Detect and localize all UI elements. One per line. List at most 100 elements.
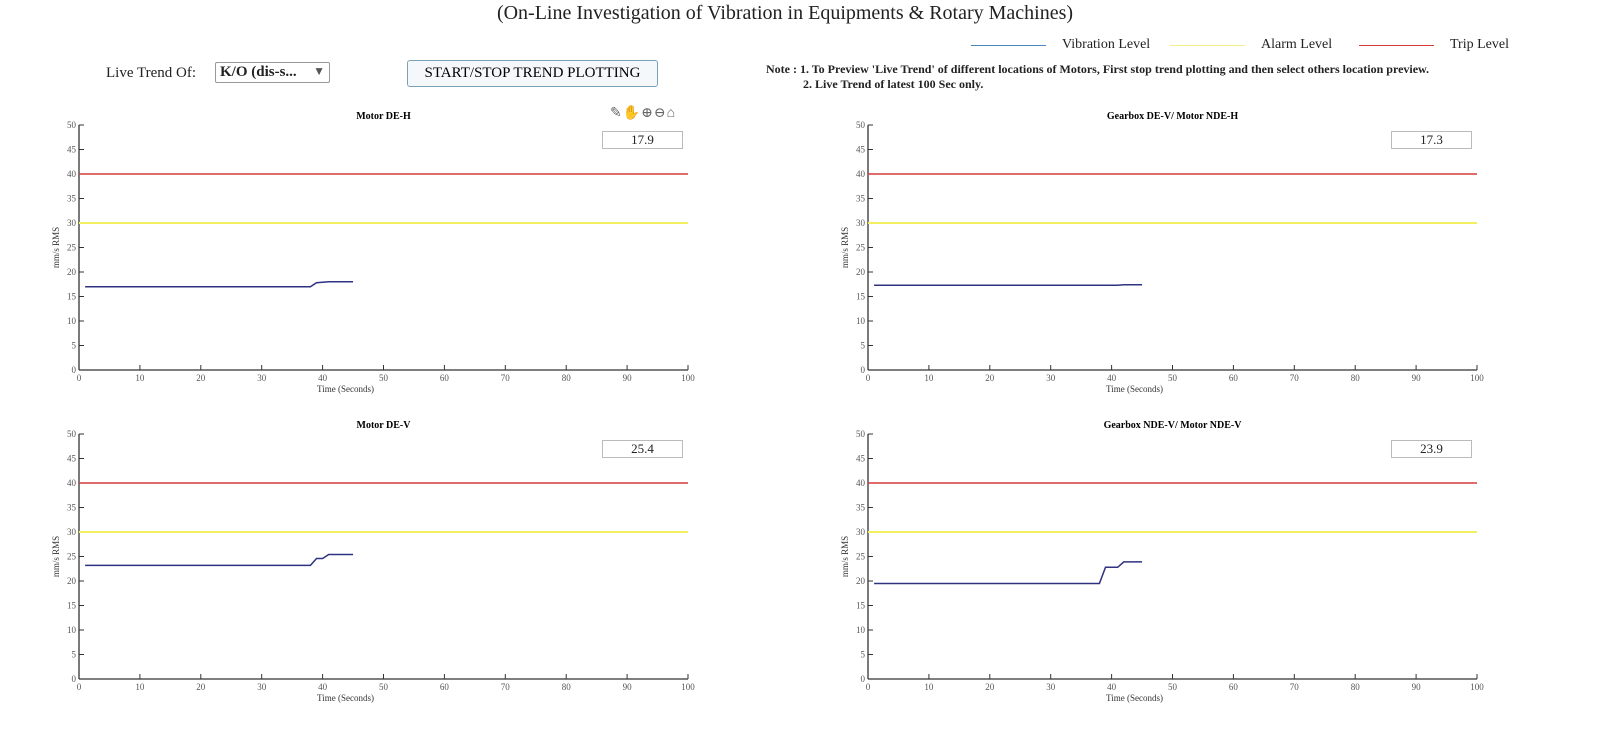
x-axis-label: Time (Seconds) bbox=[1106, 693, 1163, 703]
x-axis-label: Time (Seconds) bbox=[1106, 384, 1163, 394]
x-tick-label: 30 bbox=[257, 373, 267, 383]
page-title: (On-Line Investigation of Vibration in E… bbox=[496, 2, 1074, 24]
x-tick-label: 90 bbox=[623, 682, 633, 692]
x-tick-label: 90 bbox=[1412, 373, 1422, 383]
plot[interactable]: Gearbox DE-V/ Motor NDE-H 0 5 10 15 20 25 30 35 4… bbox=[829, 105, 1519, 405]
y-tick-label: 15 bbox=[67, 292, 77, 302]
y-tick-label: 40 bbox=[856, 478, 866, 488]
x-tick-label: 60 bbox=[440, 682, 450, 692]
x-tick-label: 60 bbox=[1229, 373, 1239, 383]
y-tick-label: 25 bbox=[67, 552, 77, 562]
y-tick-label: 15 bbox=[856, 292, 866, 302]
pan-icon[interactable]: ✋ bbox=[622, 106, 642, 121]
x-tick-label: 10 bbox=[135, 682, 145, 692]
y-tick-label: 25 bbox=[856, 552, 866, 562]
legend-label: Vibration Level bbox=[1062, 37, 1151, 52]
x-tick-label: 90 bbox=[1412, 682, 1422, 692]
chart-toolbar: ✎✋⊕⊖⌂ bbox=[610, 105, 676, 122]
current-value-box: 25.4 bbox=[602, 440, 683, 458]
chevron-down-icon: ▼ bbox=[313, 64, 325, 78]
x-tick-label: 20 bbox=[196, 682, 206, 692]
y-tick-label: 50 bbox=[67, 429, 77, 439]
chart-title: Gearbox NDE-V/ Motor NDE-V bbox=[1104, 420, 1243, 431]
chart-gearbox-nde-v[interactable]: Gearbox NDE-V/ Motor NDE-V 0 5 10 15 20 25 30 35… bbox=[829, 414, 1519, 714]
legend-line-alarm bbox=[1170, 44, 1245, 46]
y-tick-label: 45 bbox=[67, 454, 77, 464]
chart-motor-de-v[interactable]: Motor DE-V 0 5 10 15 20 25 30 35 40 45 50 0 10 20 30 40 5… bbox=[40, 414, 730, 714]
chart-motor-de-h[interactable]: Motor DE-H 0 5 10 15 20 25 30 35 40 45 50 0 10 20 30 40 5… bbox=[40, 105, 730, 405]
x-tick-label: 30 bbox=[257, 682, 267, 692]
x-tick-label: 100 bbox=[1470, 373, 1484, 383]
plot[interactable]: Motor DE-H 0 5 10 15 20 25 30 35 40 45 50 0 10 20 30 40 5… bbox=[40, 105, 730, 405]
edit-icon[interactable]: ✎ bbox=[610, 106, 623, 121]
x-tick-label: 10 bbox=[135, 373, 145, 383]
chart-gearbox-de-v[interactable]: Gearbox DE-V/ Motor NDE-H 0 5 10 15 20 25 30 35 4… bbox=[829, 105, 1519, 405]
y-tick-label: 50 bbox=[856, 429, 866, 439]
x-tick-label: 40 bbox=[1107, 373, 1117, 383]
zoom-out-icon[interactable]: ⊖ bbox=[653, 106, 667, 121]
plot[interactable]: Gearbox NDE-V/ Motor NDE-V 0 5 10 15 20 25 30 35… bbox=[829, 414, 1519, 714]
x-tick-label: 10 bbox=[924, 373, 934, 383]
x-tick-label: 50 bbox=[379, 682, 389, 692]
plot[interactable]: Motor DE-V 0 5 10 15 20 25 30 35 40 45 50 0 10 20 30 40 5… bbox=[40, 414, 730, 714]
y-tick-label: 40 bbox=[67, 478, 77, 488]
x-tick-label: 20 bbox=[196, 373, 206, 383]
x-tick-label: 60 bbox=[1229, 682, 1239, 692]
x-tick-label: 40 bbox=[318, 373, 328, 383]
start-stop-button[interactable]: START/STOP TREND PLOTTING bbox=[407, 60, 658, 87]
legend-trip: Trip Level bbox=[1359, 37, 1509, 53]
x-tick-label: 30 bbox=[1046, 682, 1056, 692]
x-tick-label: 80 bbox=[1351, 373, 1361, 383]
y-tick-label: 25 bbox=[67, 243, 77, 253]
chart-title: Motor DE-V bbox=[357, 420, 412, 431]
current-value-box: 17.3 bbox=[1391, 131, 1472, 149]
vibration-line bbox=[874, 561, 1143, 585]
y-tick-label: 10 bbox=[856, 316, 866, 326]
legend-label: Alarm Level bbox=[1261, 37, 1333, 52]
y-tick-label: 5 bbox=[861, 341, 866, 351]
home-icon[interactable]: ⌂ bbox=[666, 106, 677, 121]
live-trend-label: Live Trend Of: bbox=[106, 65, 196, 81]
y-tick-label: 5 bbox=[72, 650, 77, 660]
y-tick-label: 20 bbox=[856, 267, 866, 277]
zoom-in-icon[interactable]: ⊕ bbox=[641, 106, 654, 121]
x-tick-label: 70 bbox=[501, 373, 511, 383]
y-tick-label: 0 bbox=[72, 674, 77, 684]
x-tick-label: 0 bbox=[77, 373, 82, 383]
current-value-box: 23.9 bbox=[1391, 440, 1472, 458]
y-tick-label: 10 bbox=[67, 316, 77, 326]
y-tick-label: 25 bbox=[856, 243, 866, 253]
x-tick-label: 70 bbox=[1290, 373, 1300, 383]
y-tick-label: 15 bbox=[67, 601, 77, 611]
y-tick-label: 30 bbox=[856, 218, 866, 228]
y-tick-label: 10 bbox=[67, 625, 77, 635]
x-tick-label: 80 bbox=[562, 373, 572, 383]
x-tick-label: 50 bbox=[1168, 373, 1178, 383]
x-axis-label: Time (Seconds) bbox=[317, 384, 374, 394]
x-tick-label: 40 bbox=[318, 682, 328, 692]
y-tick-label: 5 bbox=[72, 341, 77, 351]
y-tick-label: 45 bbox=[67, 145, 77, 155]
y-tick-label: 45 bbox=[856, 454, 866, 464]
y-tick-label: 45 bbox=[856, 145, 866, 155]
select-value: K/O (dis-s... bbox=[220, 64, 297, 80]
x-tick-label: 20 bbox=[985, 682, 995, 692]
x-tick-label: 80 bbox=[562, 682, 572, 692]
y-axis-label: mm/s RMS bbox=[840, 536, 850, 577]
legend-label: Trip Level bbox=[1450, 37, 1509, 52]
vibration-line bbox=[85, 553, 354, 567]
y-tick-label: 35 bbox=[67, 503, 77, 513]
note-line-2: 2. Live Trend of latest 100 Sec only. bbox=[803, 77, 984, 91]
x-tick-label: 50 bbox=[379, 373, 389, 383]
y-tick-label: 15 bbox=[856, 601, 866, 611]
x-tick-label: 0 bbox=[866, 682, 871, 692]
x-tick-label: 0 bbox=[866, 373, 871, 383]
y-tick-label: 20 bbox=[67, 576, 77, 586]
y-tick-label: 10 bbox=[856, 625, 866, 635]
y-tick-label: 30 bbox=[856, 527, 866, 537]
y-tick-label: 0 bbox=[861, 674, 866, 684]
live-trend-select[interactable]: K/O (dis-s... ▼ bbox=[215, 62, 330, 83]
y-axis-label: mm/s RMS bbox=[840, 227, 850, 268]
x-axis-label: Time (Seconds) bbox=[317, 693, 374, 703]
y-tick-label: 5 bbox=[861, 650, 866, 660]
